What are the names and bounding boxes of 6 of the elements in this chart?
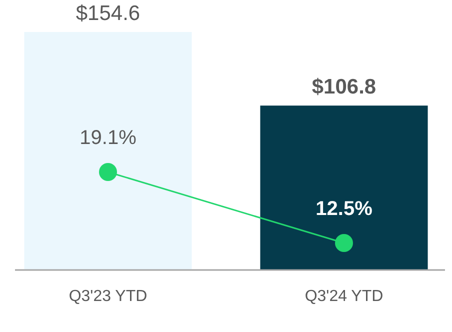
x-tick-label: Q3'23 YTD bbox=[68, 288, 148, 305]
x-tick-label: Q3'24 YTD bbox=[304, 288, 384, 305]
data-label: 12.5% bbox=[316, 198, 373, 220]
data-label: $154.6 bbox=[76, 2, 140, 25]
data-label: 19.1% bbox=[80, 127, 137, 149]
data-label: $106.8 bbox=[312, 76, 376, 99]
